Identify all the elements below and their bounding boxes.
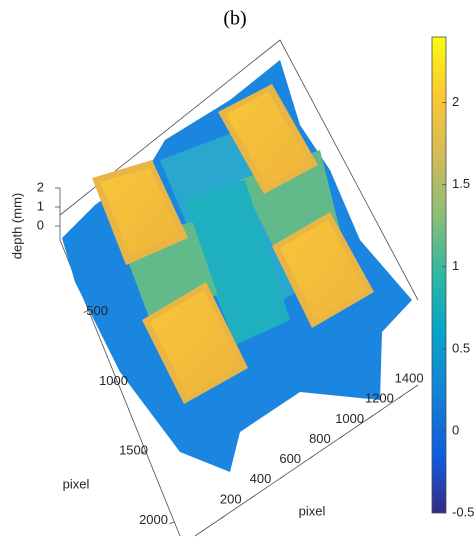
y-axis-label: pixel [63, 476, 90, 491]
y-tick [111, 380, 118, 384]
x-tick-label: 1000 [335, 411, 364, 426]
colorbar-tick-label: 1.5 [452, 176, 470, 191]
z-axis-label: depth (mm) [9, 193, 24, 259]
x-tick [250, 495, 255, 500]
x-tick [220, 515, 225, 520]
z-tick-label: 2 [37, 179, 44, 194]
colorbar [431, 36, 447, 514]
y-tick-label: 500 [86, 303, 108, 318]
x-tick [279, 475, 285, 479]
colorbar-tick-label: 1 [452, 258, 459, 273]
x-tick [339, 435, 344, 439]
colorbar-tick-label: -0.5 [452, 504, 474, 519]
y-tick-label: 1500 [119, 443, 148, 458]
y-tick-label: 2000 [139, 512, 168, 527]
surface [62, 60, 412, 472]
x-tick-label: 600 [279, 451, 301, 466]
y-tick [83, 310, 89, 313]
x-tick-label: 800 [309, 431, 331, 446]
x-tick-label: 1400 [395, 371, 424, 386]
colorbar-tick-label: 0.5 [452, 340, 470, 355]
x-axis-label: pixel [299, 503, 326, 518]
x-tick [398, 394, 404, 399]
colorbar-tick-label: 2 [452, 94, 459, 109]
x-tick-label: 1200 [365, 391, 394, 406]
z-tick-label: 0 [37, 217, 44, 232]
y-tick-label: 1000 [99, 373, 128, 388]
x-tick [309, 455, 315, 459]
x-tick [369, 414, 374, 419]
x-tick-label: 200 [220, 491, 242, 506]
colorbar-tick-label: 0 [452, 422, 459, 437]
z-tick-label: 1 [37, 198, 44, 213]
x-tick-label: 400 [250, 471, 272, 486]
chart-title: (b) [223, 8, 246, 30]
y-tick [140, 451, 146, 454]
y-tick [169, 521, 175, 525]
